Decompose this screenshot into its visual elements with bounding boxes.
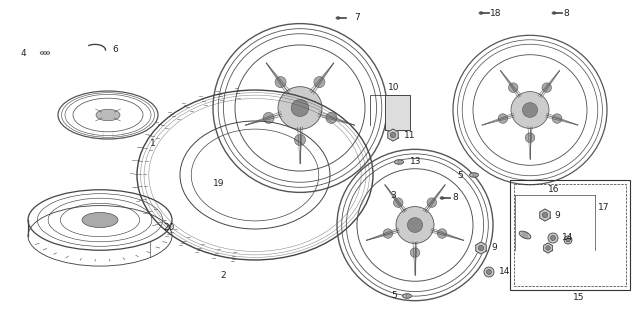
Text: 16: 16 [548,186,559,195]
Ellipse shape [519,231,531,239]
Polygon shape [476,242,486,254]
Circle shape [548,233,558,243]
Circle shape [550,235,556,241]
Bar [514,184,626,286]
Text: 9: 9 [554,211,560,219]
Text: 10: 10 [388,83,399,92]
Circle shape [484,267,494,277]
Text: 20: 20 [163,224,174,233]
Circle shape [326,112,337,123]
Ellipse shape [479,12,483,14]
Ellipse shape [336,17,340,19]
Ellipse shape [278,87,322,129]
Circle shape [564,236,572,244]
Text: 15: 15 [573,293,584,301]
Circle shape [263,112,274,123]
Circle shape [275,77,286,88]
Polygon shape [540,209,550,221]
Ellipse shape [291,100,309,116]
Text: 9: 9 [491,243,497,253]
Circle shape [498,114,508,123]
Circle shape [525,133,535,142]
Text: 6: 6 [112,46,118,55]
Polygon shape [388,129,398,141]
Ellipse shape [470,173,479,177]
Polygon shape [543,243,552,253]
Text: 14: 14 [562,234,573,242]
Ellipse shape [396,207,434,243]
Ellipse shape [408,218,422,232]
Circle shape [294,135,305,145]
Text: 3: 3 [390,190,396,199]
Ellipse shape [394,160,403,164]
Text: 2: 2 [220,271,226,279]
Circle shape [314,77,325,88]
Text: 1: 1 [150,138,156,147]
Ellipse shape [522,103,538,117]
Ellipse shape [552,12,556,14]
Circle shape [383,229,393,238]
Circle shape [509,83,518,93]
Text: 18: 18 [490,9,502,18]
Ellipse shape [403,294,412,298]
Text: 5: 5 [391,292,397,300]
Circle shape [427,198,436,207]
Text: 8: 8 [452,194,458,203]
Circle shape [437,229,447,238]
Text: 14: 14 [499,268,510,277]
Circle shape [552,114,562,123]
Text: 17: 17 [598,204,609,212]
Circle shape [542,212,548,218]
Circle shape [542,83,552,93]
Circle shape [546,246,550,250]
Bar [510,180,630,290]
Text: 7: 7 [354,13,360,23]
Circle shape [486,270,492,275]
Text: 11: 11 [404,130,415,139]
Circle shape [390,132,396,138]
Ellipse shape [511,92,549,129]
Text: 19: 19 [213,179,225,188]
Circle shape [410,248,420,257]
Ellipse shape [96,109,120,121]
Bar [385,95,410,130]
Ellipse shape [82,212,118,227]
Text: 5: 5 [457,170,463,180]
Circle shape [566,238,570,242]
Ellipse shape [440,197,444,199]
Text: 13: 13 [410,158,422,167]
Circle shape [478,245,484,251]
Circle shape [394,198,403,207]
Text: 4: 4 [20,48,26,57]
Text: 8: 8 [563,9,569,18]
